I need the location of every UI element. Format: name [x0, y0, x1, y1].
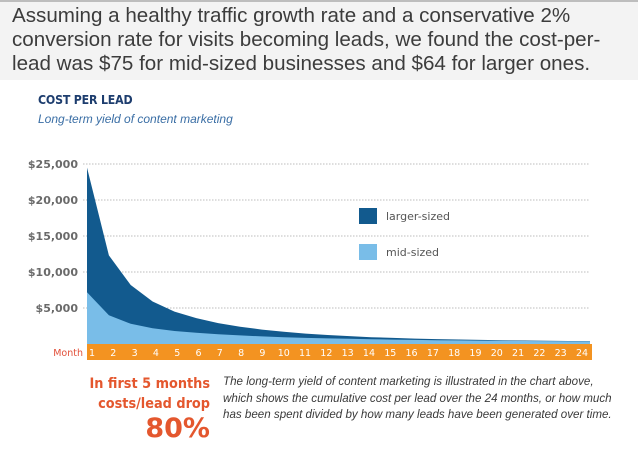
area-series — [87, 167, 590, 344]
intro-panel: Assuming a healthy traffic growth rate a… — [0, 0, 638, 80]
x-tick-label: 4 — [153, 348, 159, 359]
x-tick-label: 6 — [195, 348, 201, 359]
x-tick-label: 24 — [576, 348, 588, 359]
x-tick-label: 19 — [469, 348, 481, 359]
x-tick-label: 1 — [89, 348, 95, 359]
legend: larger-sized mid-sized — [359, 208, 450, 260]
callout-line-1: In first 5 months — [89, 376, 210, 392]
chart-title: COST PER LEAD — [38, 92, 133, 107]
x-tick-label: 18 — [448, 348, 460, 359]
chart-description: The long-term yield of content marketing… — [223, 375, 612, 421]
x-tick-label: 12 — [320, 348, 332, 359]
y-tick-label: $15,000 — [28, 230, 78, 243]
chart-subtitle: Long-term yield of content marketing — [38, 112, 233, 126]
x-tick-label: 14 — [363, 348, 375, 359]
x-axis-bar — [87, 344, 592, 360]
x-axis: Month 1 2 3 4 5 6 7 8 9 10 11 12 13 14 15 16 17 18 19 20 21 22… — [53, 344, 592, 360]
x-tick-label: 3 — [132, 348, 138, 359]
legend-swatch — [359, 244, 377, 260]
x-tick-label: 7 — [217, 348, 223, 359]
callout: In first 5 months costs/lead drop 80% — [40, 374, 210, 444]
x-tick-label: 15 — [384, 348, 396, 359]
callout-value: 80% — [145, 413, 210, 444]
legend-item: mid-sized — [359, 244, 439, 260]
y-tick-label: $5,000 — [36, 302, 79, 315]
x-axis-title: Month — [53, 348, 83, 359]
callout-line-2: costs/lead drop — [98, 396, 210, 412]
legend-label: larger-sized — [386, 210, 450, 223]
y-tick-label: $10,000 — [28, 266, 78, 279]
legend-label: mid-sized — [386, 246, 439, 259]
x-tick-label: 23 — [555, 348, 567, 359]
intro-text: Assuming a healthy traffic growth rate a… — [12, 4, 601, 75]
legend-swatch — [359, 208, 377, 224]
x-tick-label: 9 — [259, 348, 265, 359]
x-tick-label: 5 — [174, 348, 180, 359]
x-tick-label: 2 — [110, 348, 116, 359]
y-axis: $5,000 $10,000 $15,000 $20,000 $25,000 — [28, 158, 78, 315]
x-tick-label: 17 — [427, 348, 439, 359]
x-tick-label: 22 — [533, 348, 545, 359]
y-tick-label: $25,000 — [28, 158, 78, 171]
x-tick-label: 20 — [491, 348, 503, 359]
x-tick-label: 21 — [512, 348, 524, 359]
x-tick-label: 11 — [299, 348, 311, 359]
legend-item: larger-sized — [359, 208, 450, 224]
x-tick-label: 16 — [406, 348, 418, 359]
cost-per-lead-chart: Month 1 2 3 4 5 6 7 8 9 10 11 12 13 14 15 16 17 18 19 20 21 22… — [28, 158, 592, 360]
area-mid-sized — [87, 292, 590, 344]
area-larger-sized — [87, 167, 590, 344]
y-tick-label: $20,000 — [28, 194, 78, 207]
x-tick-label: 13 — [342, 348, 354, 359]
x-tick-label: 10 — [278, 348, 290, 359]
x-tick-label: 8 — [238, 348, 244, 359]
gridlines — [83, 163, 590, 309]
